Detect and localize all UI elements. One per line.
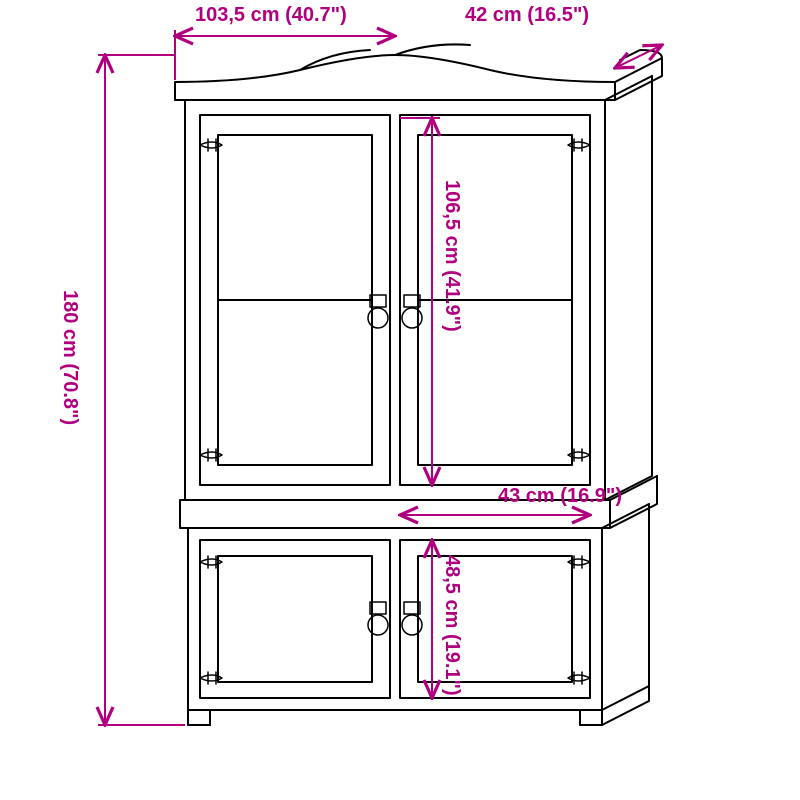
cabinet-outline	[175, 44, 662, 725]
diagram-canvas	[0, 0, 800, 800]
dimension-lines	[98, 30, 662, 725]
dim-total-width: 103,5 cm (40.7")	[195, 4, 347, 27]
dim-cm: 103,5 cm	[195, 4, 280, 26]
dim-in: (70.8")	[59, 363, 81, 425]
dim-cm: 42 cm	[465, 4, 522, 26]
dim-lower-door-h: 48,5 cm (19.1")	[440, 555, 463, 696]
dim-total-height: 180 cm (70.8")	[58, 290, 81, 425]
dim-in: (19.1")	[441, 634, 463, 696]
dim-depth: 42 cm (16.5")	[465, 4, 589, 27]
dim-upper-door-h: 106,5 cm (41.9")	[440, 180, 463, 332]
dim-door-width: 43 cm (16.9")	[498, 485, 622, 508]
dim-cm: 43 cm	[498, 485, 555, 507]
dim-cm: 106,5 cm	[441, 180, 463, 265]
dim-cm: 180 cm	[59, 290, 81, 358]
dim-in: (41.9")	[441, 270, 463, 332]
dim-in: (16.5")	[527, 4, 589, 26]
dim-in: (16.9")	[560, 485, 622, 507]
dim-cm: 48,5 cm	[441, 555, 463, 628]
dim-in: (40.7")	[285, 4, 347, 26]
